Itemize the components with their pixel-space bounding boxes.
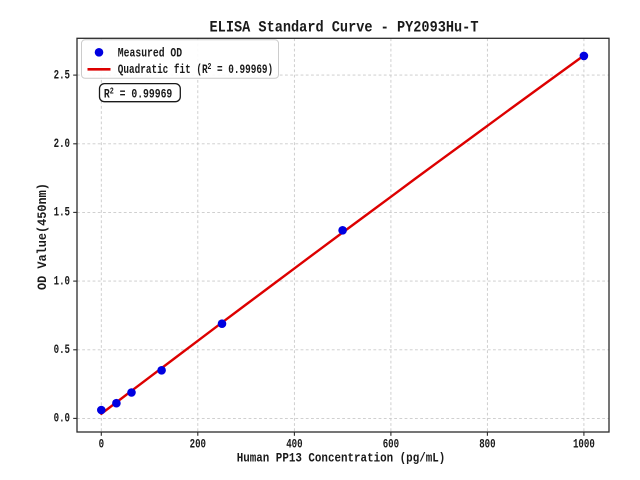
svg-text:0.0: 0.0: [54, 412, 71, 426]
svg-text:2.0: 2.0: [54, 138, 71, 152]
svg-text:Measured OD: Measured OD: [118, 46, 182, 61]
svg-text:1000: 1000: [573, 438, 595, 452]
svg-text:Quadratic fit (R2 = 0.99969): Quadratic fit (R2 = 0.99969): [118, 62, 273, 77]
svg-text:Human PP13 Concentration (pg/m: Human PP13 Concentration (pg/mL): [237, 451, 446, 466]
svg-text:400: 400: [286, 438, 303, 452]
svg-text:600: 600: [383, 438, 400, 452]
svg-text:1.0: 1.0: [54, 275, 71, 289]
svg-text:1.5: 1.5: [54, 206, 71, 220]
svg-text:0.5: 0.5: [54, 344, 71, 358]
svg-text:OD Value(450nm): OD Value(450nm): [36, 183, 51, 290]
svg-text:0: 0: [99, 438, 105, 452]
svg-text:200: 200: [190, 438, 207, 452]
svg-text:R2 = 0.99969: R2 = 0.99969: [104, 87, 172, 102]
svg-text:800: 800: [479, 438, 496, 452]
svg-text:ELISA Standard Curve - PY2093H: ELISA Standard Curve - PY2093Hu-T: [210, 20, 479, 37]
svg-text:2.5: 2.5: [54, 69, 71, 83]
